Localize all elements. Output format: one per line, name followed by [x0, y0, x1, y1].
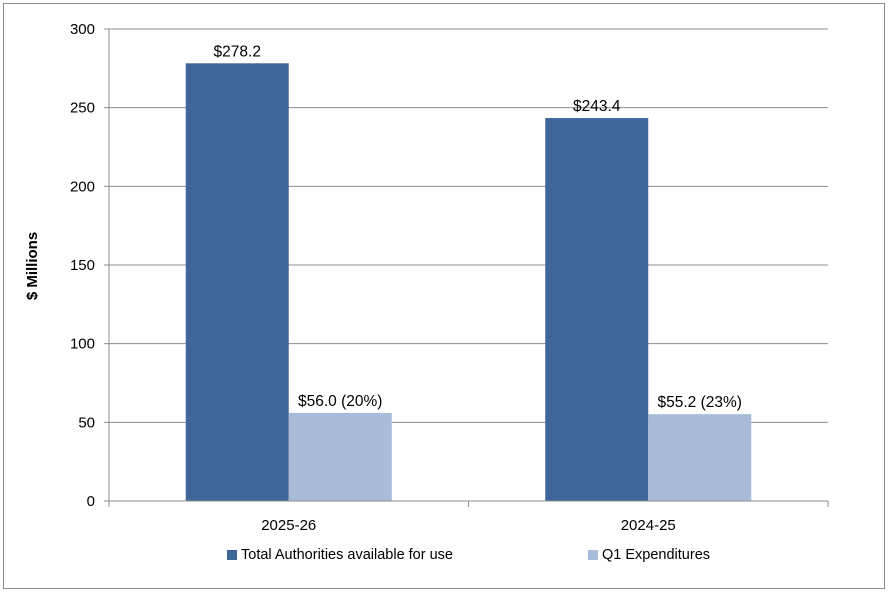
data-label: $55.2 (23%)	[658, 394, 742, 411]
y-tick-label: 300	[70, 21, 95, 38]
data-label: $278.2	[214, 43, 261, 60]
y-tick-label: 100	[70, 336, 95, 353]
bar	[648, 414, 752, 501]
legend-swatch	[227, 550, 237, 560]
y-tick-label: 150	[70, 257, 95, 274]
bar	[185, 63, 289, 501]
bars: $278.2 $56.0 (20%) $243.4 $55.2 (23%)	[185, 43, 752, 502]
legend: Total Authorities available for use Q1 Ex…	[227, 547, 710, 563]
axes: 0 50 100 150 200 250 300 2025-26 2024-25	[70, 21, 829, 534]
data-label: $243.4	[573, 98, 621, 115]
y-tick-label: 250	[70, 100, 95, 117]
legend-label: Q1 Expenditures	[602, 547, 710, 563]
legend-swatch	[588, 550, 598, 560]
y-axis-label: $ Millions	[24, 232, 41, 300]
x-tick-label: 2025-26	[261, 517, 316, 534]
y-tick-label: 50	[78, 414, 95, 431]
bar	[288, 412, 392, 501]
y-tick-label: 200	[70, 178, 95, 195]
legend-label: Total Authorities available for use	[241, 547, 453, 563]
data-label: $56.0 (20%)	[298, 393, 382, 410]
y-tick-label: 0	[87, 493, 95, 510]
x-tick-label: 2024-25	[621, 517, 676, 534]
bar	[545, 118, 649, 502]
